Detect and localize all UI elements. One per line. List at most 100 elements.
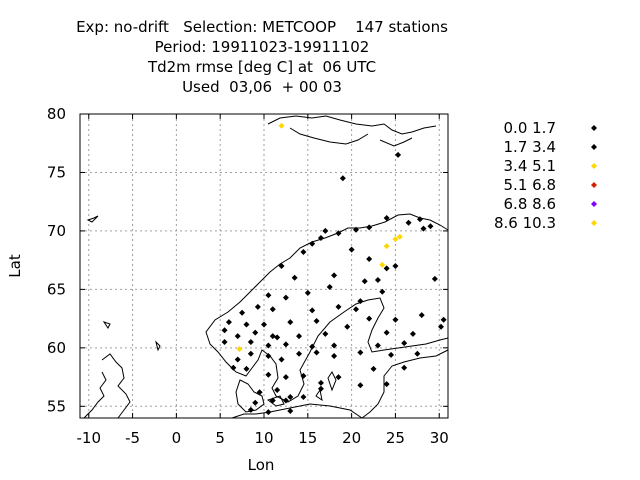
station-point xyxy=(265,371,272,378)
station-point xyxy=(331,342,338,349)
station-point xyxy=(282,374,289,381)
station-point xyxy=(420,225,427,232)
station-point xyxy=(353,306,359,313)
station-point xyxy=(291,274,298,281)
station-point xyxy=(353,226,359,233)
x-axis-label: Lon xyxy=(248,456,275,474)
coastline-germany-poland xyxy=(231,403,363,419)
station-point xyxy=(418,312,425,319)
station-point xyxy=(392,316,399,323)
title-line-4: Used 03,06 + 00 03 xyxy=(182,78,342,96)
station-point xyxy=(414,350,421,357)
legend-label: 3.4 5.1 xyxy=(504,157,556,175)
station-point xyxy=(278,356,285,363)
station-point xyxy=(331,353,338,360)
station-point xyxy=(326,284,333,291)
station-point xyxy=(282,294,289,301)
y-tick-label: 70 xyxy=(47,222,66,240)
legend-marker xyxy=(591,125,597,131)
title-line-2: Period: 19911023-19911102 xyxy=(154,38,370,56)
station-point xyxy=(440,316,447,323)
x-tick-label: -5 xyxy=(125,429,140,447)
station-point xyxy=(401,364,408,371)
station-point xyxy=(296,333,303,340)
coastline-jan-mayen xyxy=(86,215,99,223)
x-tick-label: 5 xyxy=(215,429,225,447)
title-line-3: Td2m rmse [deg C] at 06 UTC xyxy=(147,58,377,76)
x-tick-label: 10 xyxy=(254,429,273,447)
station-point xyxy=(234,356,241,363)
coastline-denmark xyxy=(235,379,285,413)
coastline-map xyxy=(83,115,449,419)
station-point xyxy=(265,292,272,299)
station-point xyxy=(379,261,386,268)
station-point xyxy=(278,122,285,129)
station-point xyxy=(278,263,285,269)
x-tick-label: 25 xyxy=(386,429,405,447)
legend-label: 1.7 3.4 xyxy=(504,138,556,156)
station-point xyxy=(243,321,250,328)
station-point xyxy=(392,263,399,269)
station-point xyxy=(374,277,381,284)
station-point xyxy=(437,323,444,330)
legend-marker xyxy=(591,220,597,226)
station-point xyxy=(287,407,294,414)
station-point xyxy=(366,224,373,231)
station-point xyxy=(431,275,438,282)
station-point xyxy=(383,215,390,222)
x-tick-label: 20 xyxy=(342,429,361,447)
station-point xyxy=(370,365,377,372)
x-tick-label: 15 xyxy=(298,429,317,447)
station-point xyxy=(392,236,399,243)
station-point xyxy=(335,374,342,381)
station-point xyxy=(269,397,276,404)
station-point xyxy=(254,303,261,310)
station-point xyxy=(383,329,390,336)
station-point xyxy=(256,389,263,396)
station-point xyxy=(247,339,254,345)
station-point xyxy=(379,288,386,295)
station-point xyxy=(252,329,259,336)
legend-marker xyxy=(591,201,597,207)
y-tick-label: 75 xyxy=(47,163,66,181)
station-points xyxy=(221,122,447,416)
station-point xyxy=(339,175,346,182)
chart-title: Exp: no-drift Selection: METCOOP 147 sta… xyxy=(0,17,524,97)
station-point xyxy=(287,393,294,400)
station-point xyxy=(247,406,254,413)
station-point xyxy=(261,321,267,328)
station-point xyxy=(374,342,381,349)
station-point xyxy=(416,216,423,223)
y-axis-label: Lat xyxy=(6,254,24,278)
station-point xyxy=(265,409,272,416)
station-point xyxy=(322,227,329,234)
station-point xyxy=(309,307,316,314)
station-point xyxy=(331,272,338,279)
coastline-scandinavia xyxy=(205,213,449,403)
station-point xyxy=(357,349,364,356)
station-point xyxy=(309,343,316,350)
station-point xyxy=(243,365,250,372)
station-point xyxy=(409,330,416,337)
station-point xyxy=(234,333,241,340)
station-point xyxy=(304,289,311,296)
coastline-uk xyxy=(83,353,131,419)
station-point xyxy=(322,330,329,337)
station-point xyxy=(344,323,351,330)
station-point xyxy=(313,349,320,356)
y-tick-label: 80 xyxy=(47,105,66,123)
y-tick-label: 65 xyxy=(47,280,66,298)
station-point xyxy=(265,353,272,360)
station-point xyxy=(366,255,373,262)
legend-label: 0.0 1.7 xyxy=(504,119,556,137)
station-point xyxy=(395,151,402,158)
station-point xyxy=(265,342,272,349)
y-tick-label: 55 xyxy=(47,397,66,415)
station-point xyxy=(317,379,324,386)
station-point xyxy=(287,319,294,326)
station-point xyxy=(317,234,324,241)
station-point xyxy=(309,240,316,247)
station-point xyxy=(357,382,364,389)
station-point xyxy=(236,346,243,353)
